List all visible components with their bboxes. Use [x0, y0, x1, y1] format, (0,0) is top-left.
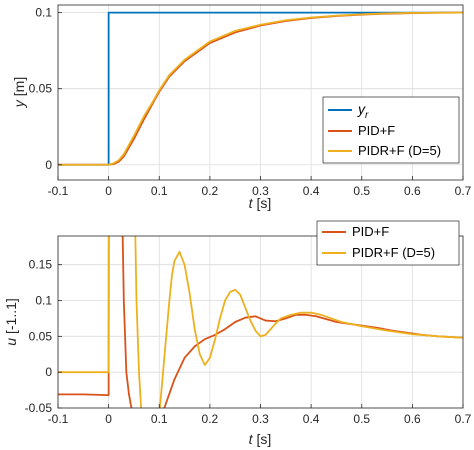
top-legend: yr PID+F PIDR+F (D=5)	[322, 96, 460, 164]
top-x-axis-label: t [s]	[249, 195, 272, 211]
x-tick-label: 0.3	[252, 412, 269, 426]
bottom-y-axis-label: u[-1..1]	[3, 298, 19, 346]
y-tick-label: 0.05	[29, 329, 53, 343]
bottom-series	[58, 236, 463, 408]
top-series	[58, 11, 463, 166]
x-tick-label: -0.1	[48, 412, 69, 426]
bottom-legend: PID+F PIDR+F (D=5)	[316, 220, 460, 266]
bottom-y-ticks: -0.05 0 0.05 0.1 0.15	[25, 258, 62, 415]
top-legend-label-pidf: PID+F	[358, 123, 395, 138]
y-tick-label: 0.1	[35, 6, 52, 20]
top-y-ticks: 0 0.05 0.1	[29, 6, 62, 172]
x-tick-label: 0.6	[404, 412, 421, 426]
y-tick-label: 0.05	[29, 82, 53, 96]
x-tick-label: -0.1	[48, 184, 69, 198]
x-tick-label: 0	[105, 412, 112, 426]
y-tick-label: -0.05	[25, 401, 53, 415]
top-y-axis-label: y[m]	[11, 77, 27, 108]
top-legend-label-pidrf: PIDR+F (D=5)	[358, 143, 441, 158]
x-tick-label: 0.1	[151, 184, 168, 198]
x-tick-label: 0.4	[303, 412, 320, 426]
x-tick-label: 0.6	[404, 184, 421, 198]
bottom-x-ticks: -0.1 0 0.1 0.2 0.3 0.4 0.5 0.6 0.7	[48, 404, 472, 426]
series-line-pidr-f-d-5	[58, 236, 463, 408]
top-legend-label-reference: yr	[357, 101, 369, 121]
bottom-x-axis-label: t [s]	[249, 431, 272, 447]
x-tick-label: 0	[105, 184, 112, 198]
x-tick-label: 0.5	[353, 412, 370, 426]
top-x-ticks: -0.1 0 0.1 0.2 0.3 0.4 0.5 0.6 0.7	[48, 176, 472, 198]
x-tick-label: 0.5	[353, 184, 370, 198]
top-plot: -0.1 0 0.1 0.2 0.3 0.4 0.5 0.6 0.7 0 0.05 0.1 t [s]…	[11, 4, 472, 211]
bottom-plot: -0.1 0 0.1 0.2 0.3 0.4 0.5 0.6 0.7 -0.05 0 0.05 0.1…	[3, 220, 472, 447]
y-tick-label: 0.15	[29, 258, 53, 272]
y-tick-label: 0	[45, 365, 52, 379]
y-tick-label: 0.1	[35, 294, 52, 308]
series-line-pidr-f-d-5	[58, 11, 463, 166]
y-tick-label: 0	[45, 158, 52, 172]
x-tick-label: 0.4	[303, 184, 320, 198]
x-tick-label: 0.7	[455, 412, 472, 426]
bottom-legend-label-pidrf: PIDR+F (D=5)	[352, 245, 435, 260]
bottom-legend-label-pidf: PID+F	[352, 224, 389, 239]
x-tick-label: 0.2	[202, 184, 219, 198]
bottom-legend-box	[316, 220, 460, 266]
x-tick-label: 0.1	[151, 412, 168, 426]
x-tick-label: 0.3	[252, 184, 269, 198]
x-tick-label: 0.7	[455, 184, 472, 198]
x-tick-label: 0.2	[202, 412, 219, 426]
